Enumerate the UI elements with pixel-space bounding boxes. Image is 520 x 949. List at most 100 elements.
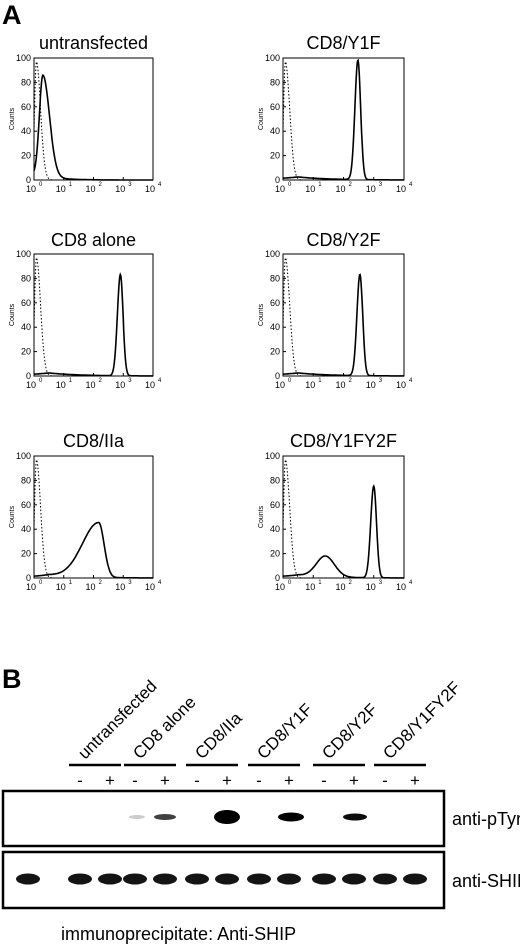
y-tick-label: 40 [21, 126, 31, 136]
x-tick-exponent: 4 [409, 182, 413, 188]
ship-band [16, 873, 40, 885]
ptyr-band [214, 810, 240, 824]
x-tick-label: 10 [26, 582, 36, 592]
y-tick-label: 20 [21, 549, 31, 559]
control-curve [282, 255, 404, 377]
y-tick-label: 80 [270, 77, 280, 87]
ship-band [247, 873, 271, 885]
x-tick-label: 10 [115, 582, 125, 592]
histogram-title: untransfected [39, 33, 148, 53]
x-tick-exponent: 2 [349, 580, 353, 586]
lane-group-label: CD8/Y2F [318, 700, 381, 763]
ship-band [403, 873, 427, 885]
x-tick-label: 10 [56, 380, 66, 390]
x-tick-label: 10 [26, 184, 36, 194]
plus-sign: + [410, 771, 420, 790]
x-tick-label: 10 [305, 184, 315, 194]
panel-a-letter: A [2, 0, 22, 30]
x-tick-label: 10 [56, 582, 66, 592]
y-tick-label: 60 [21, 102, 31, 112]
sample-curve [282, 58, 404, 181]
y-tick-label: 0 [26, 573, 31, 583]
x-tick-label: 10 [335, 380, 345, 390]
y-tick-label: 100 [16, 249, 31, 259]
control-curve [33, 457, 153, 579]
x-tick-exponent: 3 [128, 580, 132, 586]
histogram-frame [282, 253, 405, 377]
histogram-title: CD8/IIa [63, 431, 125, 451]
y-axis-label: Counts [9, 505, 16, 528]
western-blot: untransfected- +CD8 alone- +CD8/IIa- +CD8/Y… [1, 677, 520, 910]
y-tick-label: 100 [265, 451, 280, 461]
y-tick-label: 60 [270, 102, 280, 112]
y-tick-label: 100 [265, 249, 280, 259]
x-tick-exponent: 4 [409, 580, 413, 586]
x-tick-exponent: 2 [99, 182, 103, 188]
x-tick-label: 10 [305, 380, 315, 390]
x-tick-label: 10 [85, 582, 95, 592]
ptyr-band [343, 813, 367, 821]
x-tick-exponent: 1 [318, 580, 322, 586]
x-tick-exponent: 4 [158, 182, 162, 188]
plus-sign: + [105, 771, 115, 790]
x-tick-exponent: 0 [288, 378, 292, 384]
control-curve [33, 255, 153, 377]
minus-sign: - [382, 771, 388, 790]
minus-sign: - [132, 771, 138, 790]
y-tick-label: 60 [270, 298, 280, 308]
y-tick-label: 80 [21, 77, 31, 87]
x-tick-exponent: 0 [39, 378, 43, 384]
minus-sign: - [194, 771, 200, 790]
x-tick-label: 10 [85, 184, 95, 194]
sample-curve [282, 273, 404, 377]
ship-band [123, 873, 147, 885]
y-tick-label: 80 [270, 273, 280, 283]
blot-top-label: anti-pTyr [452, 809, 520, 829]
x-tick-label: 10 [85, 380, 95, 390]
sample-curve [34, 521, 153, 579]
y-tick-label: 20 [21, 151, 31, 161]
y-tick-label: 0 [26, 175, 31, 185]
minus-sign: - [256, 771, 262, 790]
minus-sign: - [321, 771, 327, 790]
y-tick-label: 0 [275, 175, 280, 185]
x-tick-label: 10 [26, 380, 36, 390]
y-tick-label: 40 [270, 126, 280, 136]
x-tick-label: 10 [396, 582, 406, 592]
sample-curve [283, 483, 404, 579]
y-tick-label: 80 [21, 475, 31, 485]
ship-band [342, 873, 366, 885]
sample-curve [33, 272, 153, 377]
x-tick-exponent: 0 [288, 182, 292, 188]
x-tick-label: 10 [145, 582, 155, 592]
x-tick-exponent: 4 [158, 580, 162, 586]
plus-sign: + [349, 771, 359, 790]
y-tick-label: 80 [270, 475, 280, 485]
histogram-title: CD8 alone [51, 230, 136, 250]
ship-band [312, 873, 336, 885]
control-curve [282, 59, 404, 181]
blot-bottom-label: anti-SHIP [452, 871, 520, 891]
control-curve [33, 59, 153, 181]
histogram-frame [282, 57, 405, 181]
x-tick-exponent: 1 [69, 378, 73, 384]
y-tick-label: 100 [16, 53, 31, 63]
x-tick-label: 10 [145, 380, 155, 390]
ptyr-band [278, 812, 304, 822]
x-tick-label: 10 [396, 184, 406, 194]
y-axis-label: Counts [9, 107, 16, 130]
lane-group-label: CD8/Y1FY2F [379, 678, 464, 763]
plus-sign: + [160, 771, 170, 790]
y-tick-label: 80 [21, 273, 31, 283]
x-tick-exponent: 3 [379, 378, 383, 384]
x-tick-label: 10 [335, 582, 345, 592]
panel-b-letter: B [2, 664, 22, 694]
y-tick-label: 100 [265, 53, 280, 63]
y-tick-label: 40 [270, 322, 280, 332]
x-tick-exponent: 1 [318, 182, 322, 188]
x-tick-exponent: 4 [158, 378, 162, 384]
